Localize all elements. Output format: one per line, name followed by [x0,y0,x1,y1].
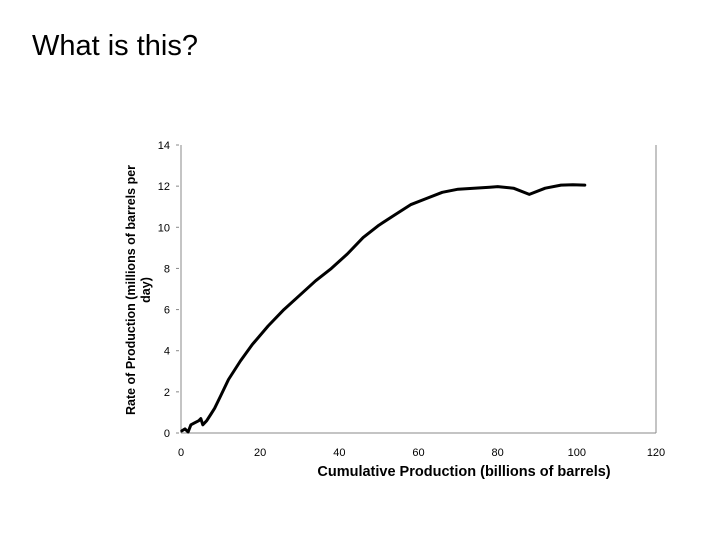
y-tick-label: 0 [164,428,170,440]
x-tick-label: 40 [333,447,345,459]
x-tick-label: 0 [178,447,184,459]
y-axis-title-line1: Rate of Production (millions of barrels … [124,165,138,415]
y-tick-label: 6 [164,305,170,317]
y-tick-label: 10 [158,222,170,234]
x-tick-label: 60 [412,447,424,459]
y-tick-label: 2 [164,387,170,399]
y-ticks: 0 2 4 6 8 10 12 14 [158,140,179,440]
y-tick-label: 14 [158,140,170,152]
y-tick-label: 4 [164,346,170,358]
x-ticks: 0 20 40 60 80 100 120 [178,447,665,459]
x-tick-label: 20 [254,447,266,459]
y-tick-label: 12 [158,181,170,193]
y-axis-title-line2: day) [139,277,153,303]
x-tick-label: 120 [647,447,665,459]
series-line [180,183,587,434]
x-tick-label: 100 [568,447,586,459]
slide-title: What is this? [32,30,198,62]
y-tick-label: 8 [164,263,170,275]
plot-area [180,145,657,434]
x-tick-label: 80 [492,447,504,459]
x-axis-title: Cumulative Production (billions of barre… [317,464,610,480]
